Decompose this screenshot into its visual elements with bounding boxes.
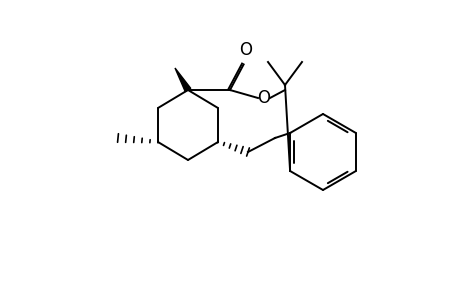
Text: O: O <box>257 89 270 107</box>
Polygon shape <box>174 68 190 92</box>
Text: O: O <box>239 41 252 59</box>
